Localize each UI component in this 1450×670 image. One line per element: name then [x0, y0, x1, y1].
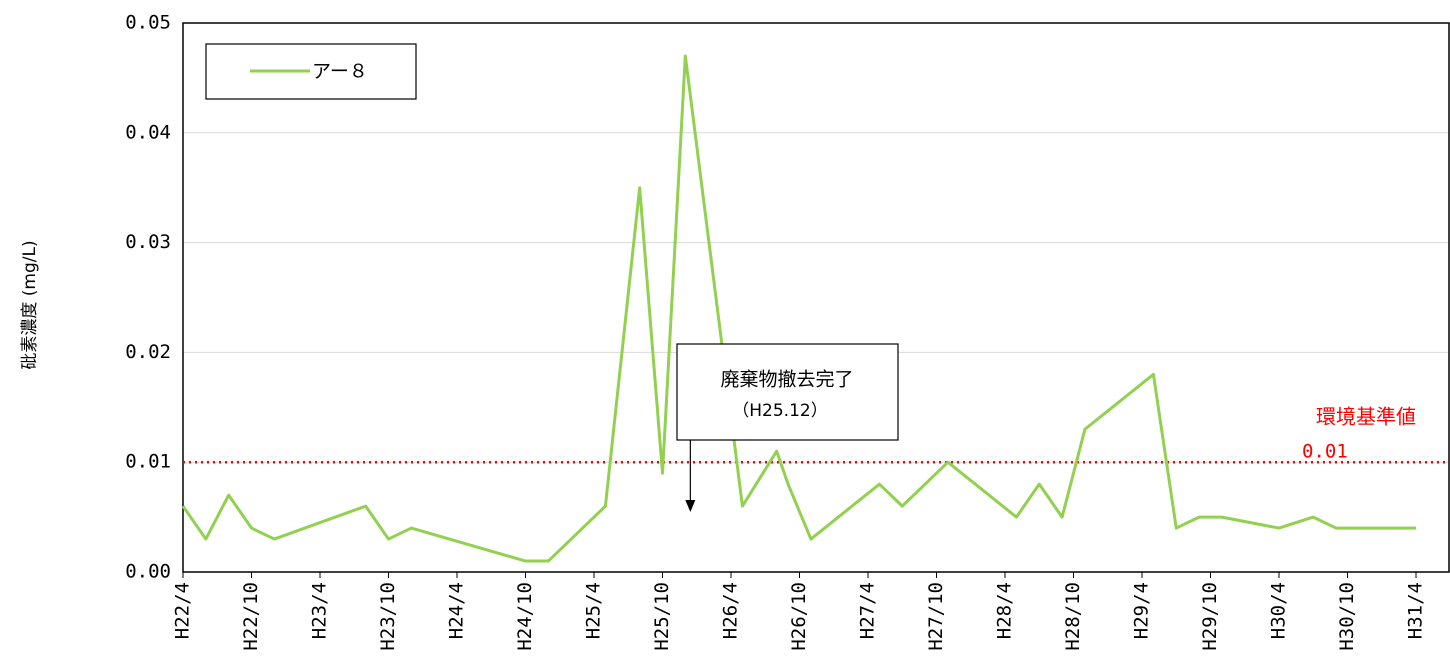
x-tick-label: H30/10 [1336, 582, 1358, 651]
x-tick-label: H27/10 [925, 582, 947, 651]
x-tick-label: H23/4 [309, 582, 331, 639]
y-tick-label: 0.00 [125, 561, 171, 583]
x-tick-label: H22/10 [240, 582, 262, 651]
y-axis-label: 砒素濃度 (mg/L) [20, 240, 40, 369]
x-tick-label: H24/10 [514, 582, 536, 651]
annotation-text: （H25.12） [732, 401, 827, 421]
y-tick-label: 0.05 [125, 12, 171, 34]
y-tick-label: 0.01 [125, 451, 171, 473]
x-tick-label: H29/4 [1131, 582, 1153, 639]
plot-frame [182, 22, 1450, 573]
annotation-box [676, 343, 899, 441]
x-tick-label: H22/4 [172, 582, 194, 639]
x-tick-label: H26/4 [720, 582, 742, 639]
legend-box [205, 43, 417, 100]
y-tick-label: 0.02 [125, 341, 171, 363]
x-tick-label: H25/4 [583, 582, 605, 639]
x-tick-label: H25/10 [651, 582, 673, 651]
annotation-arrowhead [685, 500, 696, 512]
x-tick-label: H29/10 [1199, 582, 1221, 651]
x-tick-label: H31/4 [1405, 582, 1427, 639]
x-tick-label: H26/10 [788, 582, 810, 651]
reference-label: 環境基準値 [1316, 405, 1416, 429]
y-tick-label: 0.03 [125, 231, 171, 253]
y-tick-label: 0.04 [125, 121, 171, 143]
annotation-text: 廃棄物撤去完了 [720, 369, 853, 391]
x-tick-label: H27/4 [857, 582, 879, 639]
data-line [181, 54, 1416, 563]
x-tick-label: H28/4 [994, 582, 1016, 639]
legend-label: アー８ [312, 61, 368, 83]
x-tick-label: H24/4 [446, 582, 468, 639]
reference-value: 0.01 [1302, 441, 1348, 463]
x-tick-label: H23/10 [377, 582, 399, 651]
x-tick-label: H28/10 [1062, 582, 1084, 651]
x-tick-label: H30/4 [1268, 582, 1290, 639]
